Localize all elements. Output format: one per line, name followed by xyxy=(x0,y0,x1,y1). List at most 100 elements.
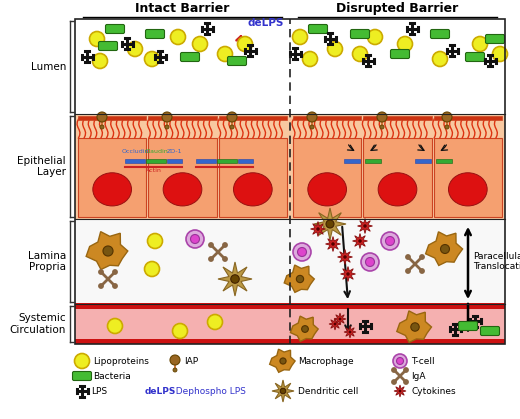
Text: ZO-1: ZO-1 xyxy=(166,150,182,154)
Polygon shape xyxy=(291,316,318,341)
Text: Disrupted Barrier: Disrupted Barrier xyxy=(336,3,459,16)
Circle shape xyxy=(368,29,383,44)
Polygon shape xyxy=(284,265,314,292)
FancyBboxPatch shape xyxy=(180,52,200,62)
Polygon shape xyxy=(344,326,356,338)
FancyBboxPatch shape xyxy=(465,52,485,62)
FancyBboxPatch shape xyxy=(308,24,328,34)
Polygon shape xyxy=(337,249,353,264)
Polygon shape xyxy=(334,313,346,325)
Circle shape xyxy=(473,36,488,52)
Text: Systemic
Circulation: Systemic Circulation xyxy=(10,313,66,335)
Circle shape xyxy=(380,125,384,129)
Circle shape xyxy=(231,275,239,283)
Ellipse shape xyxy=(233,173,272,206)
Ellipse shape xyxy=(308,173,346,206)
Bar xyxy=(75,19,505,344)
Polygon shape xyxy=(86,232,128,269)
Text: Occludin: Occludin xyxy=(122,150,149,154)
Circle shape xyxy=(397,36,412,52)
Bar xyxy=(167,159,183,163)
Bar xyxy=(75,19,505,114)
Text: IgA: IgA xyxy=(411,372,425,380)
Circle shape xyxy=(440,245,449,253)
Text: IAP: IAP xyxy=(184,357,198,365)
Polygon shape xyxy=(425,232,463,266)
Circle shape xyxy=(145,261,160,277)
Circle shape xyxy=(399,390,401,393)
FancyBboxPatch shape xyxy=(228,57,246,65)
Circle shape xyxy=(406,255,410,259)
Polygon shape xyxy=(394,385,406,397)
Circle shape xyxy=(316,227,320,231)
Ellipse shape xyxy=(378,173,417,206)
Circle shape xyxy=(348,331,352,334)
FancyBboxPatch shape xyxy=(486,34,504,44)
Circle shape xyxy=(209,243,213,247)
Circle shape xyxy=(292,29,307,44)
Circle shape xyxy=(238,36,253,52)
Polygon shape xyxy=(272,380,294,402)
Polygon shape xyxy=(310,222,326,236)
Circle shape xyxy=(173,323,188,339)
Circle shape xyxy=(280,358,286,364)
Bar xyxy=(75,304,505,344)
Polygon shape xyxy=(329,318,341,330)
Text: : Dephospho LPS: : Dephospho LPS xyxy=(170,386,246,396)
Circle shape xyxy=(207,315,223,329)
Ellipse shape xyxy=(93,173,132,206)
Circle shape xyxy=(343,255,347,259)
Circle shape xyxy=(230,125,234,129)
Circle shape xyxy=(392,380,396,384)
Bar xyxy=(196,159,216,163)
Bar xyxy=(436,159,452,163)
Bar xyxy=(366,159,381,163)
Circle shape xyxy=(420,269,424,273)
Circle shape xyxy=(393,354,407,368)
Bar xyxy=(293,138,361,217)
Polygon shape xyxy=(353,233,368,248)
Bar xyxy=(75,114,505,219)
Circle shape xyxy=(108,318,123,334)
Circle shape xyxy=(74,354,89,368)
Circle shape xyxy=(296,275,304,283)
Bar xyxy=(363,138,432,217)
Bar xyxy=(219,138,287,217)
Circle shape xyxy=(492,47,508,62)
Circle shape xyxy=(99,270,103,274)
Text: T-cell: T-cell xyxy=(411,357,435,365)
Text: Lamina
Propria: Lamina Propria xyxy=(28,251,66,272)
Circle shape xyxy=(190,235,200,243)
Text: Paracellular
Translocation: Paracellular Translocation xyxy=(473,252,520,271)
Bar xyxy=(363,116,432,120)
Circle shape xyxy=(326,220,334,228)
Circle shape xyxy=(209,257,213,261)
FancyBboxPatch shape xyxy=(480,326,500,336)
Circle shape xyxy=(377,112,387,122)
Text: Claudin: Claudin xyxy=(145,150,168,154)
FancyBboxPatch shape xyxy=(350,29,370,39)
Circle shape xyxy=(358,239,362,243)
Polygon shape xyxy=(358,218,372,233)
Circle shape xyxy=(366,258,374,266)
Circle shape xyxy=(293,243,311,261)
Ellipse shape xyxy=(448,173,487,206)
Bar xyxy=(75,339,505,344)
Ellipse shape xyxy=(163,173,202,206)
Bar xyxy=(78,138,146,217)
Circle shape xyxy=(397,357,404,365)
Circle shape xyxy=(170,355,180,365)
FancyBboxPatch shape xyxy=(459,321,477,331)
Circle shape xyxy=(331,242,335,246)
Circle shape xyxy=(162,112,172,122)
Circle shape xyxy=(173,368,177,372)
Bar xyxy=(217,159,237,163)
Circle shape xyxy=(303,52,318,67)
Circle shape xyxy=(89,31,105,47)
Circle shape xyxy=(280,388,286,394)
Circle shape xyxy=(99,284,103,288)
Bar xyxy=(78,116,146,120)
Circle shape xyxy=(217,47,232,62)
Bar xyxy=(434,138,502,217)
Text: deLPS: deLPS xyxy=(248,18,284,28)
